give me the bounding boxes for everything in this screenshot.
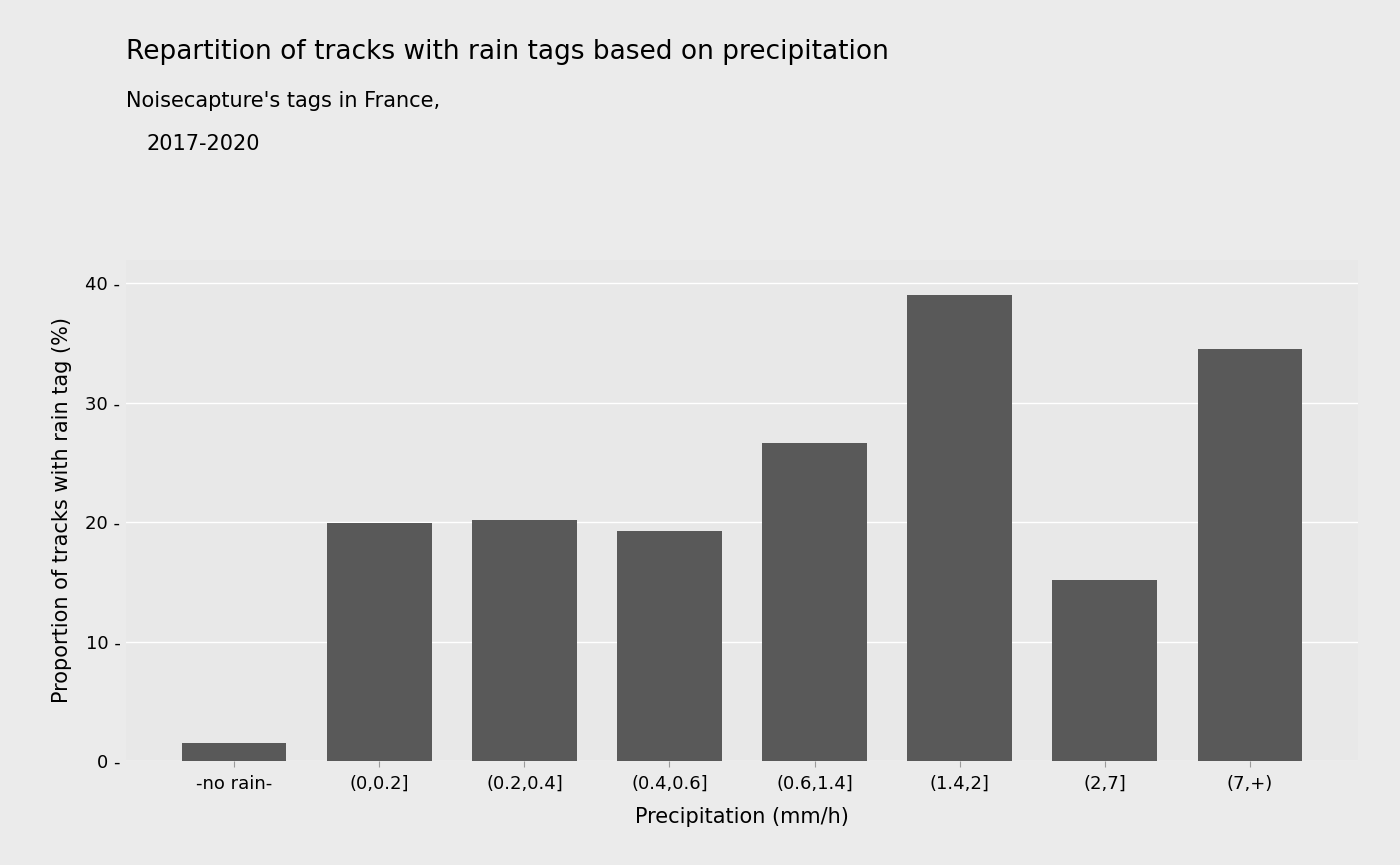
Bar bbox=[763, 444, 867, 761]
Bar bbox=[182, 743, 287, 761]
Text: Noisecapture's tags in France,: Noisecapture's tags in France, bbox=[126, 91, 440, 111]
Bar bbox=[617, 530, 721, 761]
Text: 2017-2020: 2017-2020 bbox=[147, 134, 260, 154]
Bar bbox=[1053, 580, 1156, 761]
Bar bbox=[1197, 349, 1302, 761]
X-axis label: Precipitation (mm/h): Precipitation (mm/h) bbox=[636, 807, 848, 827]
Bar bbox=[328, 523, 431, 761]
Bar bbox=[472, 520, 577, 761]
Y-axis label: Proportion of tracks with rain tag (%): Proportion of tracks with rain tag (%) bbox=[52, 317, 71, 703]
Text: Repartition of tracks with rain tags based on precipitation: Repartition of tracks with rain tags bas… bbox=[126, 39, 889, 65]
Bar bbox=[907, 295, 1012, 761]
